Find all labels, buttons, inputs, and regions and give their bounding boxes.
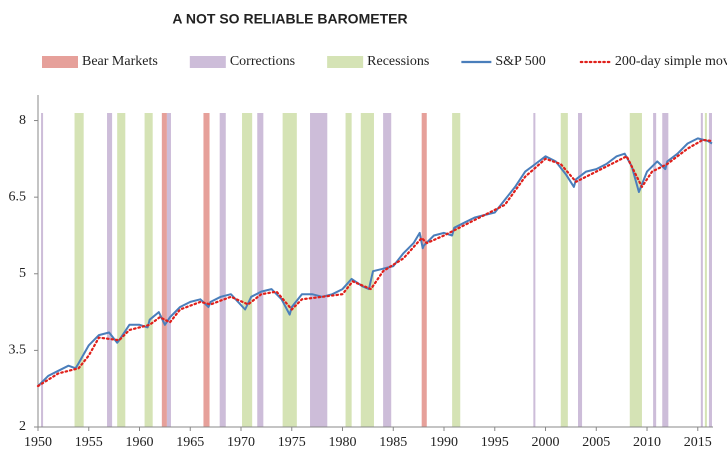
y-tick-label: 6.5 xyxy=(9,189,27,204)
x-tick-label: 1985 xyxy=(379,435,407,450)
band xyxy=(117,113,126,427)
y-tick-label: 2 xyxy=(19,419,26,434)
band xyxy=(533,113,536,427)
y-tick-label: 8 xyxy=(19,113,26,128)
x-tick-label: 1960 xyxy=(126,435,154,450)
band xyxy=(578,113,583,427)
band xyxy=(203,113,210,427)
band xyxy=(74,113,84,427)
x-tick-label: 1965 xyxy=(176,435,204,450)
x-tick-label: 2000 xyxy=(532,435,560,450)
band xyxy=(421,113,427,427)
band xyxy=(708,113,712,427)
chart-title: A NOT SO RELIABLE BAROMETER xyxy=(172,11,407,27)
x-tick-label: 1950 xyxy=(24,435,52,450)
band xyxy=(360,113,374,427)
x-tick-label: 1955 xyxy=(75,435,103,450)
band xyxy=(161,113,167,427)
legend-label: Bear Markets xyxy=(82,54,158,69)
series-line xyxy=(37,137,713,387)
band xyxy=(560,113,568,427)
legend-swatch xyxy=(327,56,364,68)
band xyxy=(383,113,392,427)
band xyxy=(107,113,113,427)
x-tick-label: 2005 xyxy=(582,435,610,450)
band xyxy=(257,113,264,427)
x-tick-label: 1970 xyxy=(227,435,255,450)
y-tick-label: 5 xyxy=(19,266,26,281)
x-tick-label: 1990 xyxy=(430,435,458,450)
y-tick-label: 3.5 xyxy=(9,343,27,358)
band xyxy=(282,113,297,427)
band xyxy=(41,113,44,427)
band xyxy=(700,113,703,427)
band xyxy=(242,113,253,427)
x-tick-label: 1980 xyxy=(329,435,357,450)
legend-label: 200-day simple moving average xyxy=(615,54,727,69)
x-tick-label: 1995 xyxy=(481,435,509,450)
x-tick-label: 2010 xyxy=(633,435,661,450)
band xyxy=(452,113,461,427)
legend-swatch xyxy=(189,56,226,68)
legend-label: S&P 500 xyxy=(495,54,545,69)
band xyxy=(144,113,153,427)
legend-swatch xyxy=(42,56,78,68)
series-line xyxy=(36,138,714,388)
x-tick-label: 1975 xyxy=(278,435,306,450)
band xyxy=(166,113,171,427)
band xyxy=(662,113,669,427)
band xyxy=(219,113,226,427)
band xyxy=(345,113,352,427)
band xyxy=(704,113,707,427)
band xyxy=(629,113,642,427)
x-tick-label: 2015 xyxy=(684,435,712,450)
legend-label: Corrections xyxy=(230,54,295,69)
legend-label: Recessions xyxy=(367,54,429,69)
band xyxy=(653,113,657,427)
band xyxy=(310,113,328,427)
